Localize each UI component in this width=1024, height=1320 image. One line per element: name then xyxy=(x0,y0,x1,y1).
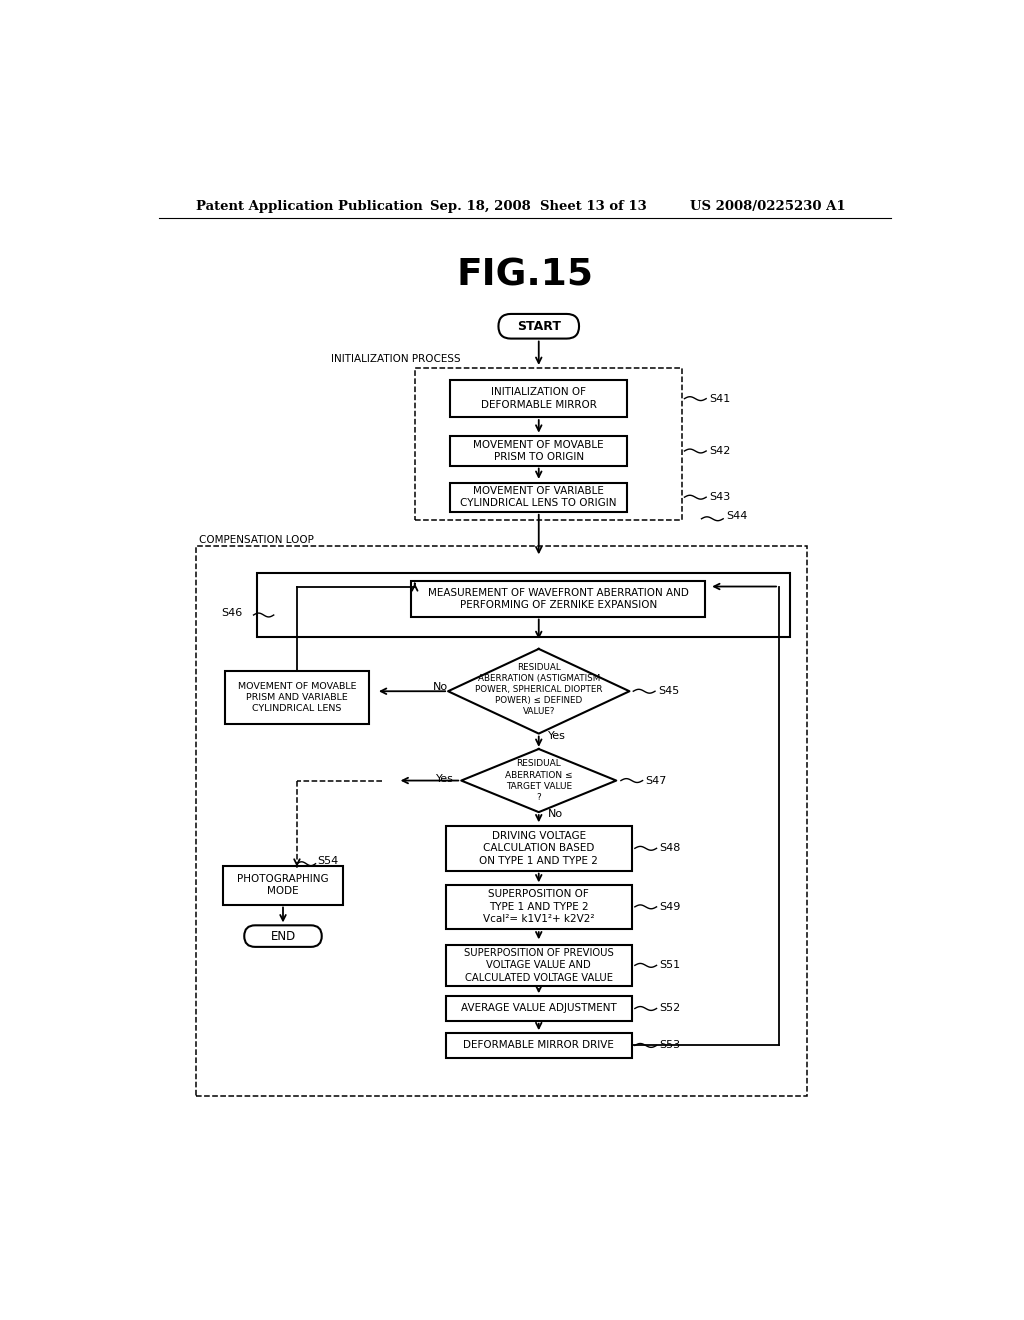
Bar xyxy=(197,546,807,1096)
FancyBboxPatch shape xyxy=(445,826,632,871)
Text: MOVEMENT OF VARIABLE
CYLINDRICAL LENS TO ORIGIN: MOVEMENT OF VARIABLE CYLINDRICAL LENS TO… xyxy=(461,486,617,508)
Text: S51: S51 xyxy=(659,961,681,970)
Text: Yes: Yes xyxy=(435,774,454,784)
Text: PHOTOGRAPHING
MODE: PHOTOGRAPHING MODE xyxy=(238,874,329,896)
FancyBboxPatch shape xyxy=(499,314,579,339)
Text: Yes: Yes xyxy=(548,731,566,741)
FancyBboxPatch shape xyxy=(445,1034,632,1057)
Text: SUPERPOSITION OF PREVIOUS
VOLTAGE VALUE AND
CALCULATED VOLTAGE VALUE: SUPERPOSITION OF PREVIOUS VOLTAGE VALUE … xyxy=(464,948,613,983)
Text: START: START xyxy=(517,319,561,333)
Bar xyxy=(415,368,682,520)
Text: MEASUREMENT OF WAVEFRONT ABERRATION AND
PERFORMING OF ZERNIKE EXPANSION: MEASUREMENT OF WAVEFRONT ABERRATION AND … xyxy=(428,587,688,610)
Polygon shape xyxy=(449,649,630,734)
Text: INITIALIZATION PROCESS: INITIALIZATION PROCESS xyxy=(331,354,461,363)
Text: RESIDUAL
ABERRATION ≤
TARGET VALUE
?: RESIDUAL ABERRATION ≤ TARGET VALUE ? xyxy=(505,759,572,801)
Text: S42: S42 xyxy=(710,446,731,455)
Text: Sep. 18, 2008  Sheet 13 of 13: Sep. 18, 2008 Sheet 13 of 13 xyxy=(430,199,647,213)
FancyBboxPatch shape xyxy=(445,997,632,1020)
Text: FIG.15: FIG.15 xyxy=(457,257,593,293)
FancyBboxPatch shape xyxy=(225,671,369,723)
FancyBboxPatch shape xyxy=(445,884,632,929)
Text: S44: S44 xyxy=(726,511,748,521)
Text: RESIDUAL
ABERRATION (ASTIGMATISM
POWER, SPHERICAL DIOPTER
POWER) ≤ DEFINED
VALUE: RESIDUAL ABERRATION (ASTIGMATISM POWER, … xyxy=(475,663,602,717)
FancyBboxPatch shape xyxy=(245,925,322,946)
FancyBboxPatch shape xyxy=(445,945,632,986)
Text: US 2008/0225230 A1: US 2008/0225230 A1 xyxy=(690,199,846,213)
Text: SUPERPOSITION OF
TYPE 1 AND TYPE 2
Vcal²= k1V1²+ k2V2²: SUPERPOSITION OF TYPE 1 AND TYPE 2 Vcal²… xyxy=(483,890,595,924)
Text: MOVEMENT OF MOVABLE
PRISM TO ORIGIN: MOVEMENT OF MOVABLE PRISM TO ORIGIN xyxy=(473,440,604,462)
FancyBboxPatch shape xyxy=(257,573,790,636)
Text: COMPENSATION LOOP: COMPENSATION LOOP xyxy=(200,536,314,545)
Text: END: END xyxy=(270,929,296,942)
Text: DRIVING VOLTAGE
CALCULATION BASED
ON TYPE 1 AND TYPE 2: DRIVING VOLTAGE CALCULATION BASED ON TYP… xyxy=(479,830,598,866)
FancyBboxPatch shape xyxy=(411,581,706,616)
Text: S46: S46 xyxy=(221,607,243,618)
FancyBboxPatch shape xyxy=(223,866,343,904)
Text: S43: S43 xyxy=(710,492,730,502)
Text: INITIALIZATION OF
DEFORMABLE MIRROR: INITIALIZATION OF DEFORMABLE MIRROR xyxy=(481,388,597,409)
FancyBboxPatch shape xyxy=(451,437,627,466)
Text: Patent Application Publication: Patent Application Publication xyxy=(197,199,423,213)
Text: No: No xyxy=(548,809,563,818)
Text: S48: S48 xyxy=(659,843,681,853)
Text: S45: S45 xyxy=(658,686,679,696)
Text: No: No xyxy=(432,681,447,692)
FancyBboxPatch shape xyxy=(451,380,627,417)
Text: S53: S53 xyxy=(659,1040,681,1051)
Text: S49: S49 xyxy=(659,902,681,912)
Text: S41: S41 xyxy=(710,393,730,404)
Text: S47: S47 xyxy=(646,776,667,785)
Text: S52: S52 xyxy=(659,1003,681,1014)
Polygon shape xyxy=(461,748,616,812)
Text: S54: S54 xyxy=(317,855,338,866)
FancyBboxPatch shape xyxy=(451,483,627,512)
Text: MOVEMENT OF MOVABLE
PRISM AND VARIABLE
CYLINDRICAL LENS: MOVEMENT OF MOVABLE PRISM AND VARIABLE C… xyxy=(238,682,356,713)
Text: AVERAGE VALUE ADJUSTMENT: AVERAGE VALUE ADJUSTMENT xyxy=(461,1003,616,1014)
Text: DEFORMABLE MIRROR DRIVE: DEFORMABLE MIRROR DRIVE xyxy=(463,1040,614,1051)
